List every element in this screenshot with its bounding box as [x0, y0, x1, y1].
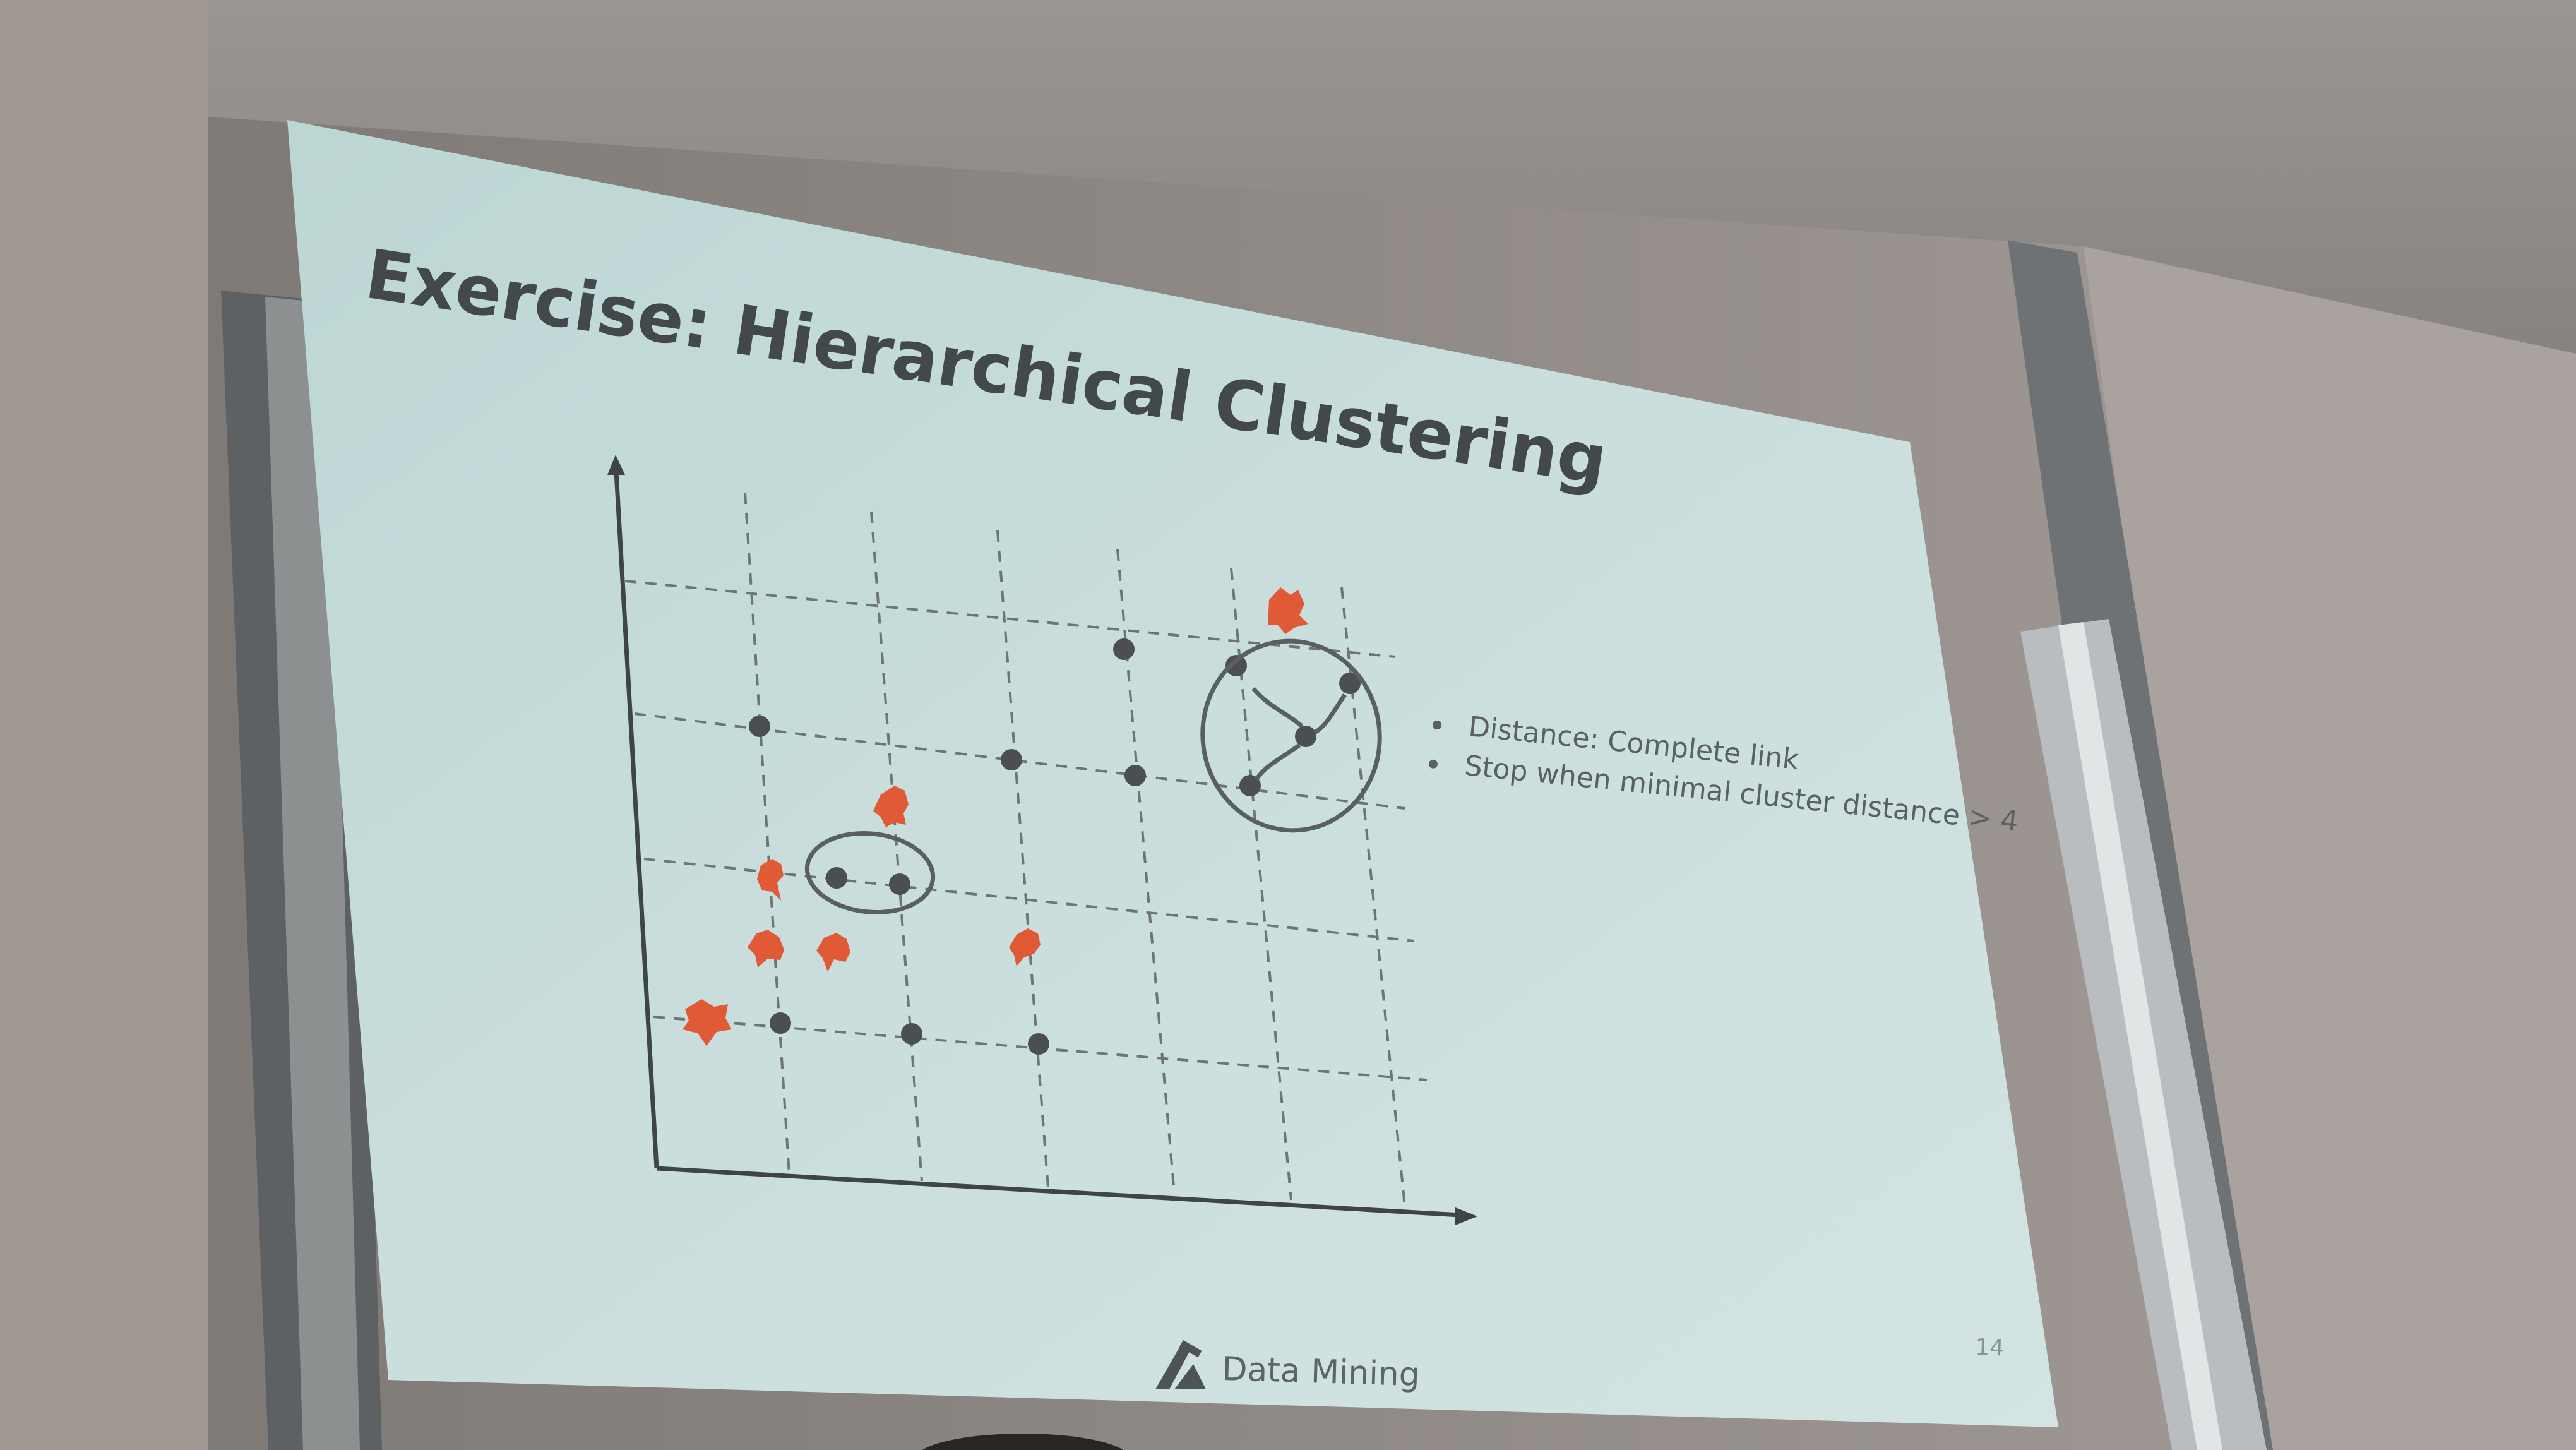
ceiling [208, 0, 2576, 354]
data-point [749, 716, 770, 737]
data-point [1239, 775, 1261, 796]
screen-frame-left-inner [265, 297, 360, 1450]
data-point [1295, 726, 1316, 747]
cluster-link [1254, 743, 1301, 781]
red-annotation [873, 786, 909, 827]
grid-line [870, 511, 923, 1182]
grid-line [624, 580, 1396, 658]
data-point [1225, 655, 1247, 676]
cluster-outline [1200, 638, 1382, 833]
red-annotation [816, 933, 850, 972]
left-wall-panel [0, 0, 208, 1450]
x-axis-arrow [1455, 1207, 1477, 1225]
data-point [1001, 749, 1022, 770]
clustering-plot [607, 455, 1477, 1225]
footer-label: Data Mining [1222, 1350, 1421, 1394]
cluster-link [1251, 686, 1304, 728]
bullet-dot [1433, 721, 1442, 730]
foreground-head [922, 1434, 1124, 1450]
red-annotation [683, 999, 732, 1046]
grid-line [996, 530, 1049, 1188]
data-point [1113, 638, 1135, 660]
y-axis-arrow [607, 455, 625, 475]
slide [287, 120, 2058, 1427]
y-axis [613, 460, 659, 1169]
data-point [770, 1012, 791, 1034]
data-point [1028, 1033, 1049, 1055]
cluster-outline [804, 830, 936, 915]
bullet-dot [1428, 759, 1438, 769]
data-point [1124, 765, 1146, 786]
data-point [901, 1023, 922, 1045]
whiteboard-rail-edge [2058, 622, 2222, 1450]
data-point [826, 867, 847, 889]
x-axis [656, 1166, 1472, 1218]
data-point [889, 873, 910, 895]
grid-line [744, 492, 790, 1175]
data-mining-logo-icon [1155, 1339, 1206, 1389]
red-annotation [757, 859, 784, 901]
cluster-link [1313, 693, 1347, 735]
red-annotation [1009, 928, 1041, 966]
slide-footer: Data Mining 14 [1155, 1334, 2005, 1394]
red-annotation [748, 930, 784, 968]
data-point [1339, 673, 1361, 694]
page-number: 14 [1975, 1334, 2005, 1362]
red-annotation [1268, 587, 1308, 634]
